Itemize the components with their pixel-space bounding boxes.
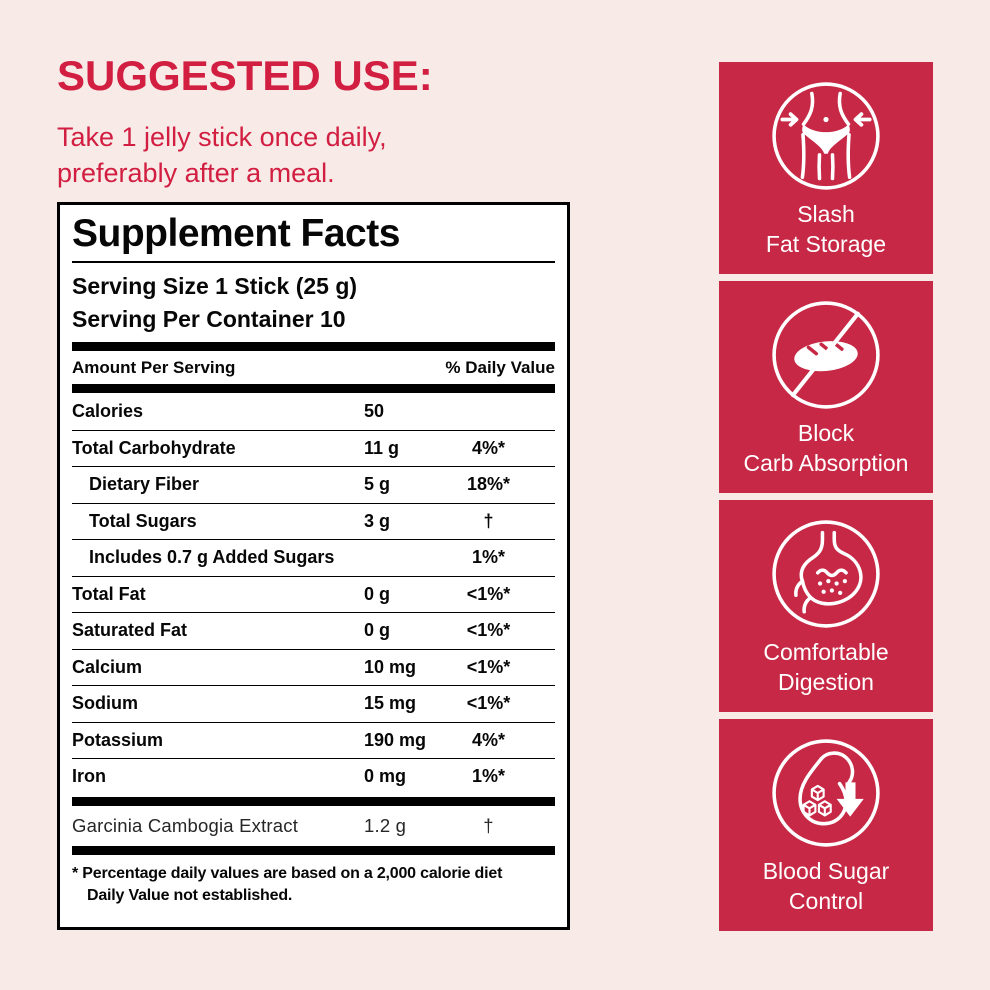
table-row-sodium: Sodium 15 mg <1%*	[72, 685, 555, 722]
thick-divider-bar	[72, 796, 555, 806]
table-row-iron: Iron 0 mg 1%*	[72, 758, 555, 795]
table-header-row: Amount Per Serving % Daily Value	[72, 351, 555, 384]
nutrient-label: Total Carbohydrate	[72, 437, 236, 458]
nutrient-dv: <1%*	[466, 620, 511, 641]
benefit-card-blood-sugar-control: Blood Sugar Control	[719, 719, 933, 931]
amount-per-serving-header: Amount Per Serving	[72, 358, 236, 378]
nutrient-dv: †	[483, 510, 494, 531]
no-bread-icon	[772, 301, 880, 409]
supplement-facts-title: Supplement Facts	[72, 212, 400, 255]
nutrient-amount: 10 mg	[364, 656, 417, 677]
waist-slim-icon	[772, 82, 880, 190]
table-row-garcinia-extract: Garcinia Cambogia Extract 1.2 g †	[72, 806, 555, 846]
benefit-card-slash-fat-storage: Slash Fat Storage	[719, 62, 933, 274]
footnote-line-2: Daily Value not established.	[87, 887, 293, 905]
nutrient-table: Calories 50 Total Carbohydrate 11 g 4%* …	[72, 393, 555, 795]
nutrient-label: Calcium	[72, 656, 143, 677]
nutrient-label: Iron	[72, 766, 106, 787]
thick-divider-bar	[72, 384, 555, 394]
footnote-line-1: * Percentage daily values are based on a…	[72, 864, 503, 882]
benefit-label-line-2: Fat Storage	[765, 230, 887, 257]
nutrient-label: Sodium	[72, 693, 138, 714]
nutrient-amount: 11 g	[364, 437, 400, 458]
benefit-card-label: Comfortable Digestion	[763, 638, 888, 698]
title-divider	[72, 260, 555, 263]
nutrient-label: Calories	[72, 400, 144, 421]
benefit-label-line-2: Control	[788, 887, 864, 914]
benefit-cards-column: Slash Fat Storage Block Carb Absorption	[719, 62, 933, 931]
table-row-total-carbohydrate: Total Carbohydrate 11 g 4%*	[72, 429, 555, 467]
nutrient-label: Dietary Fiber	[89, 474, 200, 495]
footnote: * Percentage daily values are based on a…	[72, 855, 555, 908]
nutrient-amount: 3 g	[364, 510, 391, 531]
ingredient-amount: 1.2 g	[364, 814, 407, 836]
nutrient-dv: 1%*	[471, 766, 506, 787]
nutrient-dv: <1%*	[466, 656, 511, 677]
benefit-card-label: Slash Fat Storage	[766, 200, 886, 260]
nutrient-amount: 0 mg	[364, 766, 407, 787]
nutrient-dv: <1%*	[466, 693, 511, 714]
thick-divider-bar	[72, 342, 555, 352]
benefit-card-label: Block Carb Absorption	[744, 419, 909, 479]
table-row-total-fat: Total Fat 0 g <1%*	[72, 575, 555, 613]
supplement-facts-panel: Supplement Facts Serving Size 1 Stick (2…	[57, 202, 570, 930]
suggested-use-line-1: Take 1 jelly stick once daily,	[57, 122, 387, 152]
benefit-label-line-1: Comfortable	[763, 639, 889, 665]
ingredient-dv: †	[483, 814, 494, 836]
table-row-potassium: Potassium 190 mg 4%*	[72, 721, 555, 759]
nutrient-label: Total Fat	[72, 583, 146, 604]
benefit-label-line-2: Digestion	[778, 668, 874, 695]
benefit-label-line-2: Carb Absorption	[743, 449, 909, 476]
benefit-label-line-1: Slash	[797, 201, 855, 227]
serving-size: Serving Size 1 Stick (25 g)	[72, 272, 358, 299]
benefit-card-label: Blood Sugar Control	[763, 857, 890, 917]
daily-value-header: % Daily Value	[445, 358, 555, 378]
nutrient-amount: 0 g	[364, 620, 391, 641]
thick-divider-bar	[72, 845, 555, 855]
blood-sugar-drop-icon	[772, 739, 880, 847]
benefit-label-line-1: Block	[797, 420, 855, 446]
servings-per-container: Serving Per Container 10	[72, 305, 346, 332]
nutrient-amount: 50	[364, 400, 385, 421]
ingredient-label: Garcinia Cambogia Extract	[72, 814, 299, 836]
nutrient-dv: 18%*	[466, 474, 511, 495]
nutrient-label: Potassium	[72, 729, 164, 750]
table-row-dietary-fiber: Dietary Fiber 5 g 18%*	[72, 466, 555, 503]
nutrient-label: Saturated Fat	[72, 620, 188, 641]
benefit-label-line-1: Blood Sugar	[762, 858, 890, 884]
nutrient-dv: 4%*	[471, 729, 506, 750]
nutrient-amount: 5 g	[364, 474, 391, 495]
benefit-card-comfortable-digestion: Comfortable Digestion	[719, 500, 933, 712]
nutrient-amount: 15 mg	[364, 693, 417, 714]
table-row-calcium: Calcium 10 mg <1%*	[72, 648, 555, 686]
nutrient-label: Includes 0.7 g Added Sugars	[89, 547, 335, 568]
nutrient-amount: 0 g	[364, 583, 391, 604]
nutrient-dv: 1%*	[471, 547, 506, 568]
serving-info: Serving Size 1 Stick (25 g) Serving Per …	[72, 270, 555, 335]
stomach-icon	[772, 520, 880, 628]
benefit-card-block-carb-absorption: Block Carb Absorption	[719, 281, 933, 493]
nutrient-amount: 190 mg	[364, 729, 427, 750]
nutrient-dv: <1%*	[466, 583, 511, 604]
table-row-added-sugars: Includes 0.7 g Added Sugars 1%*	[72, 539, 555, 576]
suggested-use-line-2: preferably after a meal.	[57, 157, 335, 188]
table-row-total-sugars: Total Sugars 3 g †	[72, 502, 555, 540]
table-row-saturated-fat: Saturated Fat 0 g <1%*	[72, 612, 555, 649]
suggested-use-section: SUGGESTED USE: Take 1 jelly stick once d…	[57, 52, 617, 191]
table-row-calories: Calories 50	[72, 393, 555, 430]
suggested-use-title: SUGGESTED USE:	[57, 52, 433, 99]
nutrient-label: Total Sugars	[89, 510, 197, 531]
nutrient-dv: 4%*	[471, 437, 506, 458]
